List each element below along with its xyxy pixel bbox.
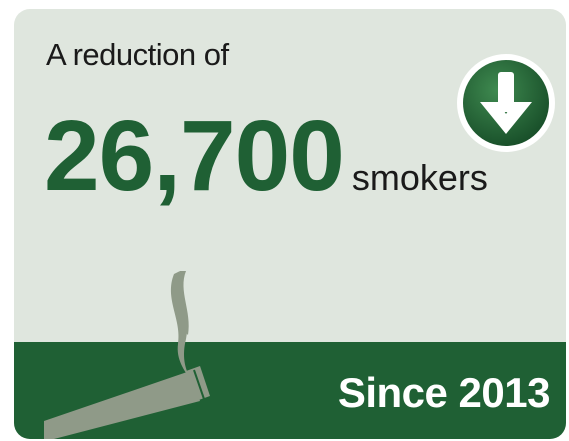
reduction-card: A reduction of 26,700 smokers Since 2013 bbox=[14, 9, 566, 439]
smokers-reduction-number: 26,700 bbox=[44, 100, 345, 212]
intro-text: A reduction of bbox=[46, 37, 229, 72]
unit-label: smokers bbox=[351, 157, 488, 198]
figure-row: 26,700 smokers bbox=[44, 99, 488, 214]
since-label: Since 2013 bbox=[337, 369, 551, 416]
arrow-down-circle-icon bbox=[457, 54, 555, 152]
